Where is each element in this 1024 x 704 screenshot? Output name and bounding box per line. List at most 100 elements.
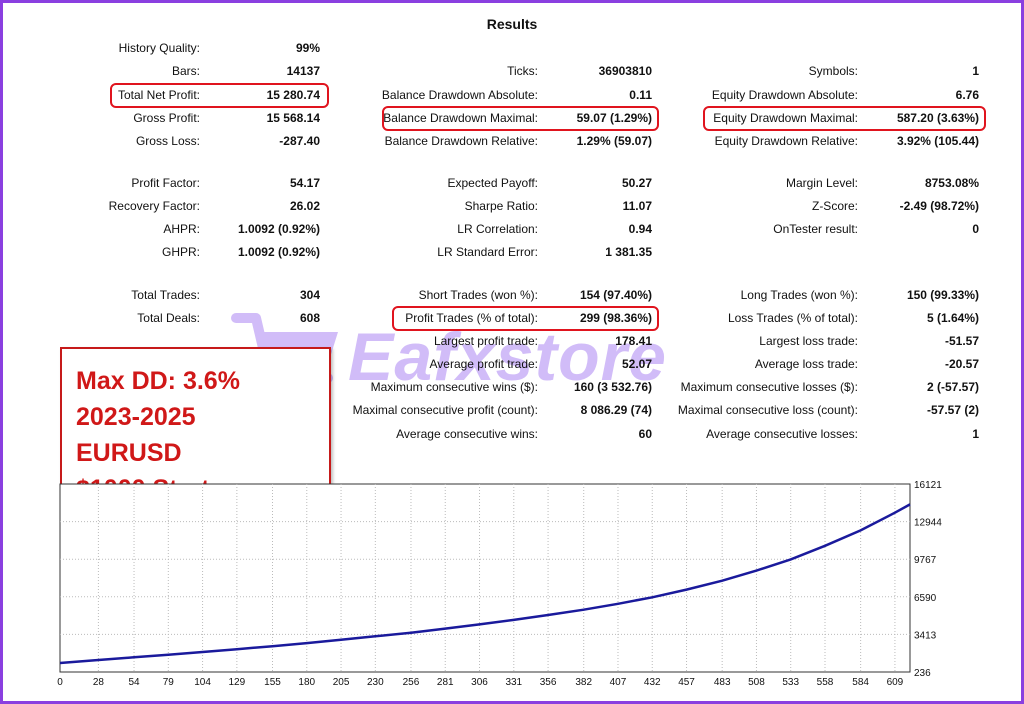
col2-value-6: 0.94: [628, 222, 652, 236]
highlight-net-profit: [110, 83, 329, 108]
col2-value-13: 8 086.29 (74): [580, 403, 652, 417]
col3-value-12: -57.57 (2): [926, 403, 979, 417]
x-tick-label: 584: [852, 677, 869, 688]
col3-label-10: Average loss trade:: [754, 357, 858, 371]
col2-label-5: Sharpe Ratio:: [464, 199, 538, 213]
col2-value-8: 154 (97.40%): [579, 288, 652, 302]
col1-value-4: -287.40: [279, 134, 320, 148]
col1-value-2: 15 280.74: [266, 88, 320, 102]
col1-value-5: 54.17: [289, 176, 320, 190]
col3-value-11: 2 (-57.57): [926, 380, 979, 394]
col3-label-9: Largest loss trade:: [759, 334, 858, 348]
col3-value-13: 1: [972, 427, 979, 441]
col3-value-2: 587.20 (3.63%): [896, 111, 979, 125]
y-tick-label: 16121: [914, 480, 942, 491]
x-tick-label: 306: [471, 677, 488, 688]
col1-label-2: Total Net Profit:: [117, 88, 200, 102]
col3-label-2: Equity Drawdown Maximal:: [713, 111, 858, 125]
balance-chart: 0 28 54 79 104 129 155 180 205 230 256 281 306 331 356…: [57, 480, 942, 688]
col3-label-5: Z-Score:: [811, 199, 858, 213]
x-tick-label: 28: [93, 677, 105, 688]
highlight-equity-drawdown: [703, 106, 986, 131]
col2-label-7: LR Standard Error:: [437, 245, 538, 259]
x-tick-label: 432: [644, 677, 661, 688]
col3-value-8: 5 (1.64%): [926, 311, 979, 325]
col3-label-0: Symbols:: [808, 64, 858, 78]
col3-label-8: Loss Trades (% of total):: [727, 311, 858, 325]
col2-label-12: Maximum consecutive wins ($):: [370, 380, 538, 394]
col1-value-8: 1.0092 (0.92%): [237, 245, 320, 259]
x-tick-label: 54: [128, 677, 140, 688]
col3-value-9: -51.57: [944, 334, 979, 348]
x-tick-label: 79: [163, 677, 175, 688]
col2-value-11: 52.07: [621, 357, 652, 371]
col2-label-2: Balance Drawdown Maximal:: [383, 111, 538, 125]
plot-area: [59, 483, 911, 673]
col2-label-0: Ticks:: [507, 64, 538, 78]
x-tick-label: 205: [333, 677, 350, 688]
results-title: Results: [486, 16, 538, 32]
col1-value-1: 14137: [286, 64, 320, 78]
col2-label-3: Balance Drawdown Relative:: [384, 134, 538, 148]
balance-line: [59, 503, 911, 665]
col2-label-10: Largest profit trade:: [433, 334, 538, 348]
col3-value-0: 1: [972, 64, 979, 78]
col3-value-7: 150 (99.33%): [906, 288, 979, 302]
col2-value-3: 1.29% (59.07): [576, 134, 652, 148]
col1-label-8: GHPR:: [161, 245, 200, 259]
col3-value-3: 3.92% (105.44): [896, 134, 979, 148]
col2-value-7: 1 381.35: [605, 245, 652, 259]
col1-value-6: 26.02: [289, 199, 320, 213]
x-tick-label: 457: [678, 677, 695, 688]
x-tick-label: 382: [575, 677, 592, 688]
highlight-balance-drawdown: [382, 106, 659, 131]
col1-label-10: Total Deals:: [137, 311, 200, 325]
x-tick-label: 0: [57, 677, 63, 688]
x-tick-label: 129: [229, 677, 246, 688]
y-tick-label: 12944: [914, 518, 942, 529]
x-tick-label: 558: [817, 677, 834, 688]
x-tick-label: 407: [610, 677, 627, 688]
col1-value-3: 15 568.14: [266, 111, 320, 125]
col2-label-1: Balance Drawdown Absolute:: [381, 88, 538, 102]
y-tick-label: 3413: [914, 630, 937, 641]
x-tick-label: 356: [540, 677, 557, 688]
col2-value-10: 178.41: [615, 334, 652, 348]
col3-value-1: 6.76: [955, 88, 979, 102]
col3-value-6: 0: [972, 222, 979, 236]
col3-label-13: Average consecutive losses:: [706, 427, 858, 441]
col2-label-8: Short Trades (won %):: [418, 288, 538, 302]
col2-label-9: Profit Trades (% of total):: [405, 311, 538, 325]
col1-label-9: Total Trades:: [131, 288, 200, 302]
col2-label-4: Expected Payoff:: [447, 176, 538, 190]
col3-label-4: Margin Level:: [785, 176, 858, 190]
x-tick-label: 331: [505, 677, 522, 688]
col1-value-10: 608: [299, 311, 320, 325]
col2-value-12: 160 (3 532.76): [573, 380, 652, 394]
col2-label-6: LR Correlation:: [457, 222, 538, 236]
col1-label-0: History Quality:: [118, 41, 200, 55]
col1-label-6: Recovery Factor:: [108, 199, 200, 213]
col1-label-3: Gross Profit:: [133, 111, 200, 125]
col2-label-13: Maximal consecutive profit (count):: [352, 403, 538, 417]
col2-value-4: 50.27: [621, 176, 652, 190]
col2-value-0: 36903810: [598, 64, 652, 78]
x-tick-label: 533: [782, 677, 799, 688]
callout-period: 2023-2025: [76, 403, 196, 431]
x-tick-label: 256: [403, 677, 420, 688]
x-tick-label: 104: [194, 677, 211, 688]
col3-value-10: -20.57: [944, 357, 979, 371]
col1-label-7: AHPR:: [163, 222, 200, 236]
x-tick-label: 155: [264, 677, 281, 688]
col1-label-4: Gross Loss:: [135, 134, 200, 148]
col1-label-5: Profit Factor:: [131, 176, 200, 190]
col2-value-14: 60: [638, 427, 652, 441]
callout-max-dd: Max DD: 3.6%: [76, 367, 240, 395]
x-tick-label: 281: [437, 677, 454, 688]
col2-value-9: 299 (98.36%): [579, 311, 652, 325]
y-tick-label: 6590: [914, 593, 937, 604]
col3-label-3: Equity Drawdown Relative:: [714, 134, 858, 148]
col2-label-14: Average consecutive wins:: [396, 427, 538, 441]
col2-value-1: 0.11: [629, 88, 652, 102]
